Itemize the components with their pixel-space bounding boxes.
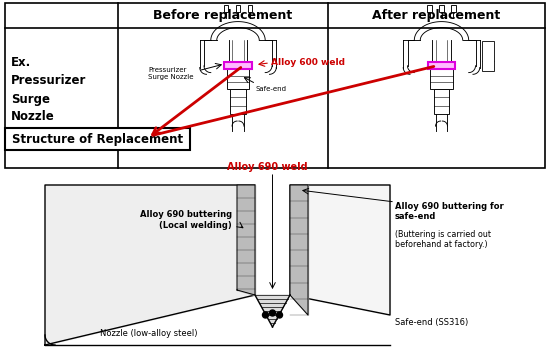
Bar xyxy=(5,128,190,150)
Bar xyxy=(248,5,252,12)
Polygon shape xyxy=(290,185,308,315)
Text: Alloy 690 buttering
(Local welding): Alloy 690 buttering (Local welding) xyxy=(140,210,232,230)
Bar xyxy=(224,5,228,12)
Bar xyxy=(434,89,449,114)
Text: Pressurizer
Surge Nozzle: Pressurizer Surge Nozzle xyxy=(148,67,194,80)
Text: (Buttering is carried out
beforehand at factory.): (Buttering is carried out beforehand at … xyxy=(395,230,491,249)
Bar xyxy=(224,62,251,69)
Bar xyxy=(481,41,493,71)
Bar xyxy=(431,69,453,89)
Bar xyxy=(5,3,545,168)
Text: Structure of Replacement: Structure of Replacement xyxy=(12,132,183,145)
Text: Nozzle (low-alloy steel): Nozzle (low-alloy steel) xyxy=(100,328,197,338)
Text: Safe-end (SS316): Safe-end (SS316) xyxy=(395,319,468,328)
Text: Before replacement: Before replacement xyxy=(153,9,293,22)
Bar xyxy=(227,69,249,89)
Bar xyxy=(230,89,246,114)
Circle shape xyxy=(262,312,268,318)
Text: Alloy 690 buttering for
safe-end: Alloy 690 buttering for safe-end xyxy=(395,202,504,221)
Circle shape xyxy=(270,310,276,316)
Bar xyxy=(439,5,444,12)
Text: Alloy 690 weld: Alloy 690 weld xyxy=(227,162,308,172)
Polygon shape xyxy=(45,185,255,345)
Bar xyxy=(428,62,455,69)
Bar xyxy=(236,5,240,12)
Polygon shape xyxy=(255,295,290,327)
Bar xyxy=(427,5,432,12)
Bar xyxy=(451,5,455,12)
Text: Safe-end: Safe-end xyxy=(255,86,286,92)
Circle shape xyxy=(277,312,283,318)
Polygon shape xyxy=(290,185,390,315)
Text: After replacement: After replacement xyxy=(372,9,500,22)
Text: Alloy 600 weld: Alloy 600 weld xyxy=(271,58,345,67)
Text: Ex.
Pressurizer
Surge
Nozzle: Ex. Pressurizer Surge Nozzle xyxy=(11,57,86,123)
Polygon shape xyxy=(237,185,255,295)
